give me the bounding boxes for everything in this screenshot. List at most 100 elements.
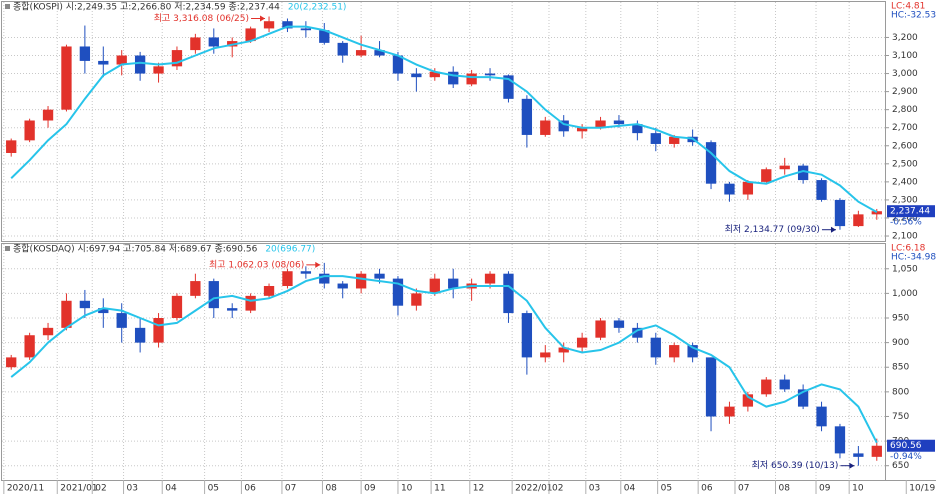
candle-body <box>466 73 477 85</box>
candle-body <box>521 98 533 135</box>
candle-body <box>263 286 275 296</box>
y-tick-label: 3,000 <box>892 69 918 79</box>
high-arrowhead <box>315 261 321 268</box>
candle-body <box>797 389 809 407</box>
candle-body <box>503 75 514 99</box>
candle-body <box>337 283 348 289</box>
candle-body <box>816 406 827 427</box>
y-tick-label: 2,700 <box>892 123 918 133</box>
y-tick-label: 2,300 <box>892 195 918 205</box>
candle-body <box>24 120 35 141</box>
x-tick-label: 05 <box>661 484 672 494</box>
candle-body <box>724 183 735 195</box>
candle-body <box>448 278 459 289</box>
candle-body <box>761 169 772 182</box>
ma-legend: 20(2,232.51) <box>288 3 347 13</box>
candle-body <box>6 140 17 153</box>
candle-body <box>742 181 754 195</box>
low-annotation: 최저 2,134.77 (09/30) <box>725 224 820 235</box>
candle-body <box>576 127 588 132</box>
x-tick-label: 04 <box>165 484 177 494</box>
x-tick-label: 10 <box>852 484 864 494</box>
candle-body <box>853 453 864 457</box>
candle-body <box>853 214 864 227</box>
candle-body <box>742 394 754 407</box>
candle-body <box>245 295 256 311</box>
candle-body <box>779 379 790 390</box>
ma-legend: 20(696.77) <box>265 245 315 255</box>
y-tick-label: 900 <box>892 338 909 348</box>
y-tick-label: 2,400 <box>892 177 918 187</box>
candle-body <box>300 271 312 274</box>
y-tick-label: 1,000 <box>892 289 918 299</box>
candle-body <box>411 293 422 306</box>
lc-label: LC:6.18 <box>891 244 926 254</box>
candle-body <box>282 21 293 29</box>
x-tick-label: 06 <box>244 484 256 494</box>
x-tick-label: 08 <box>779 484 791 494</box>
x-tick-label: 10/19 <box>909 484 935 494</box>
candle-body <box>374 50 385 56</box>
candle-body <box>263 21 275 29</box>
candle-body <box>153 318 164 343</box>
y-tick-label: 1,050 <box>892 264 918 274</box>
candle-body <box>190 37 201 51</box>
candle-body <box>79 46 91 61</box>
candle-body <box>816 180 827 200</box>
candle-body <box>79 300 91 309</box>
candle-body <box>98 60 109 65</box>
y-tick-label: 650 <box>892 461 909 471</box>
candle-body <box>558 120 569 132</box>
header-icon <box>5 4 10 9</box>
candle-body <box>134 327 146 343</box>
y-tick-label: 3,200 <box>892 33 918 43</box>
lc-label: LC:4.81 <box>891 2 925 12</box>
candle-body <box>116 55 127 65</box>
x-tick-label: 07 <box>285 484 296 494</box>
candle-body <box>632 124 643 134</box>
x-tick-label: 05 <box>208 484 219 494</box>
candle-body <box>208 281 219 309</box>
candle-body <box>392 55 404 74</box>
y-tick-label: 750 <box>892 412 909 422</box>
candle-body <box>521 313 533 358</box>
y-tick-label: 850 <box>892 363 909 373</box>
candle-body <box>208 37 219 47</box>
panel-title: 종합(KOSPI) 시:2,249.35 고:2,266.80 저:2,234.… <box>13 2 280 13</box>
candle-body <box>871 445 882 457</box>
candle-body <box>245 28 256 42</box>
y-tick-label: 2,500 <box>892 159 918 169</box>
y-tick-label: 2,200 <box>892 213 918 223</box>
candle-body <box>705 142 717 184</box>
x-tick-label: 02 <box>95 484 106 494</box>
y-tick-label: 2,800 <box>892 105 918 115</box>
last-value-box <box>887 439 935 452</box>
candle-body <box>171 295 183 319</box>
x-tick-label: 10 <box>401 484 413 494</box>
candle-body <box>540 352 551 358</box>
low-arrowhead <box>830 226 836 233</box>
candle-body <box>687 345 698 358</box>
candle-body <box>834 426 846 454</box>
candle-body <box>337 42 348 56</box>
candle-body <box>871 211 882 215</box>
last-value-label: 2,237.44 <box>890 207 930 217</box>
x-tick-label: 2021/01 <box>60 484 97 494</box>
candle-body <box>61 300 72 328</box>
x-tick-label: 02 <box>552 484 563 494</box>
candle-body <box>448 71 459 85</box>
candle-body <box>484 273 496 284</box>
candle-body <box>595 320 606 338</box>
candle-body <box>116 313 127 328</box>
x-tick-label: 08 <box>325 484 337 494</box>
candle-body <box>705 357 717 417</box>
candle-body <box>503 273 514 314</box>
candle-body <box>6 357 17 368</box>
moving-average <box>10 275 878 444</box>
candle-body <box>761 379 772 395</box>
last-value-label: 690.56 <box>890 441 922 451</box>
candle-body <box>282 271 293 287</box>
candle-body <box>613 120 625 125</box>
high-arrowhead <box>260 15 266 22</box>
x-tick-label: 2020/11 <box>7 484 44 494</box>
